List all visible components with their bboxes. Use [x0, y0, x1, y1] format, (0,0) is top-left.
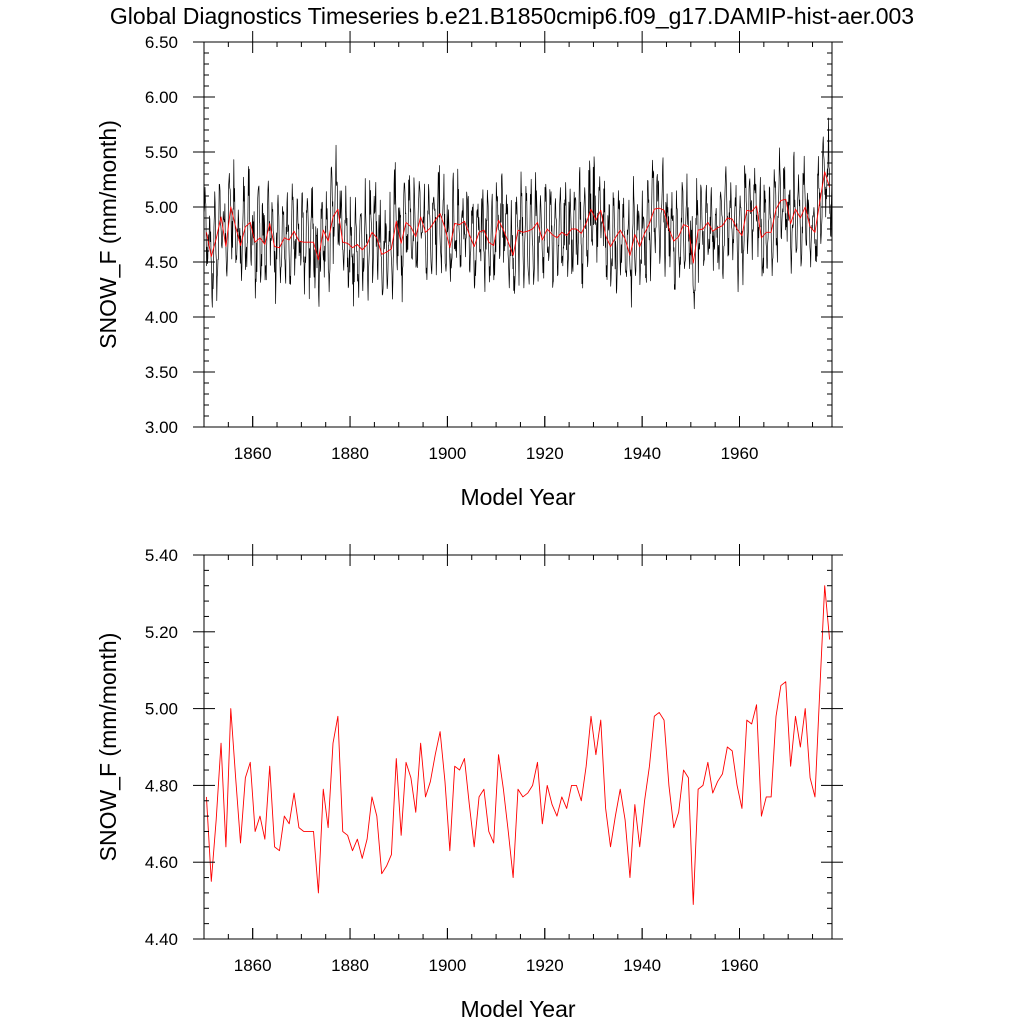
x-tick-label: 1940	[623, 956, 661, 975]
y-tick-label: 5.20	[145, 623, 178, 642]
plot-frame	[203, 41, 833, 428]
y-tick-label: 4.50	[145, 253, 178, 272]
annual-mean-series-line	[205, 171, 830, 264]
x-tick-labels: 1860 1880 1900 1920 1940 1960	[234, 956, 759, 975]
chart-title: Global Diagnostics Timeseries b.e21.B185…	[110, 3, 914, 29]
x-tick-label: 1920	[526, 956, 564, 975]
y-tick-label: 4.00	[145, 308, 178, 327]
data-series	[205, 585, 831, 905]
y-tick-label: 5.50	[145, 143, 178, 162]
data-series	[203, 117, 833, 310]
y-tick-label: 6.50	[145, 33, 178, 52]
x-tick-label: 1860	[234, 444, 272, 463]
y-tick-labels: 3.00 3.50 4.00 4.50 5.00 5.50 6.00 6.50	[145, 33, 178, 437]
x-tick-label: 1880	[331, 956, 369, 975]
x-axis-label: Model Year	[460, 484, 575, 510]
x-tick-label: 1960	[721, 444, 759, 463]
y-tick-label: 3.50	[145, 363, 178, 382]
y-tick-label: 5.00	[145, 700, 178, 719]
y-tick-labels: 4.40 4.60 4.80 5.00 5.20 5.40	[145, 546, 178, 949]
x-tick-label: 1900	[428, 444, 466, 463]
monthly-series-line	[203, 117, 833, 310]
x-axis-label: Model Year	[460, 996, 575, 1022]
x-tick-label: 1880	[331, 444, 369, 463]
y-tick-label: 3.00	[145, 418, 178, 437]
axis-ticks	[193, 31, 843, 428]
y-tick-label: 6.00	[145, 88, 178, 107]
y-axis-label: SNOW_F (mm/month)	[95, 120, 121, 349]
x-tick-label: 1940	[623, 444, 661, 463]
y-tick-label: 4.60	[145, 853, 178, 872]
y-tick-label: 5.40	[145, 546, 178, 565]
panel-annual-timeseries: 4.40 4.60 4.80 5.00 5.20 5.40 1860 1880 1900 192…	[95, 544, 843, 1022]
x-tick-label: 1900	[428, 956, 466, 975]
y-tick-label: 4.80	[145, 776, 178, 795]
x-tick-label: 1960	[721, 956, 759, 975]
x-tick-label: 1860	[234, 956, 272, 975]
x-tick-label: 1920	[526, 444, 564, 463]
y-tick-label: 5.00	[145, 198, 178, 217]
plot-frame	[203, 554, 833, 940]
annual-mean-series-line	[205, 585, 831, 905]
y-axis-label: SNOW_F (mm/month)	[95, 633, 121, 862]
x-tick-labels: 1860 1880 1900 1920 1940 1960	[234, 444, 759, 463]
panel-monthly-timeseries: 3.00 3.50 4.00 4.50 5.00 5.50 6.00 6.50 1860 188…	[95, 31, 843, 510]
y-tick-label: 4.40	[145, 930, 178, 949]
axis-ticks	[193, 544, 843, 940]
